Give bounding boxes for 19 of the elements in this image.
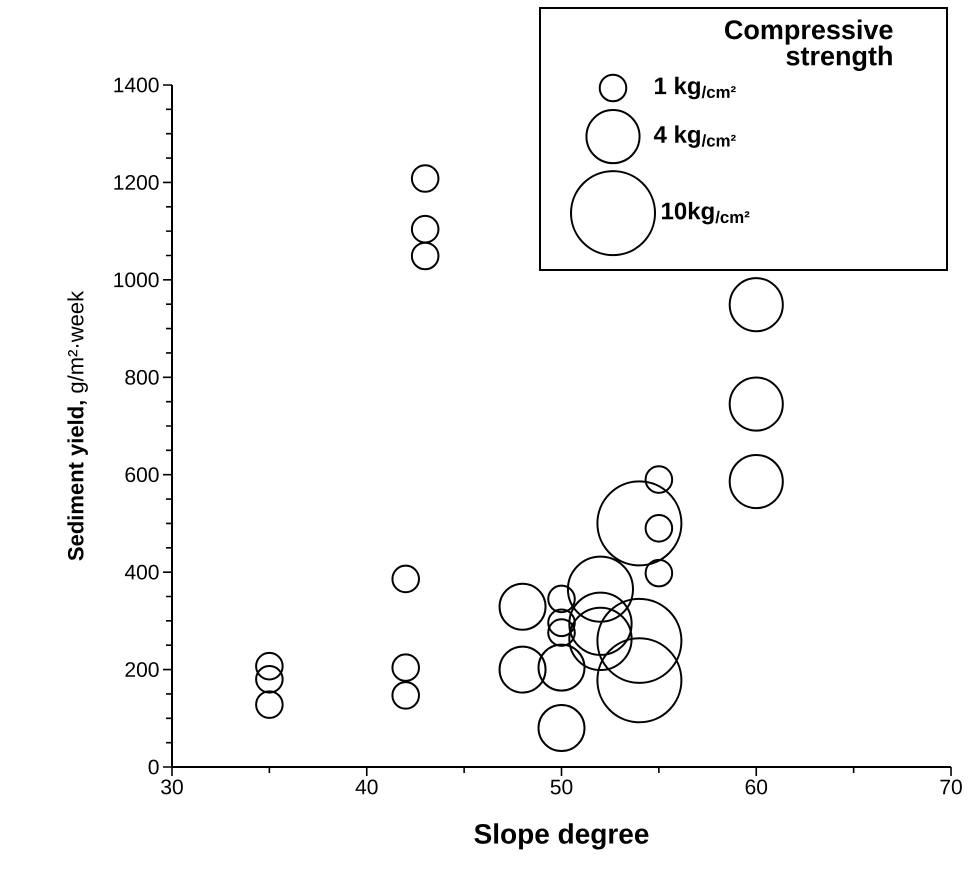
y-tick-label: 200 (125, 662, 159, 678)
x-tick-label: 70 (940, 780, 962, 794)
legend-label: 4 kg$_{/cm²}$ (654, 125, 736, 148)
y-tick-label: 1000 (114, 272, 159, 288)
y-tick-label: 1200 (114, 174, 159, 190)
x-tick-label: 60 (746, 780, 768, 794)
legend-label: 10kg$_{/cm²}$ (662, 202, 750, 224)
y-tick-label: 0 (148, 760, 159, 774)
x-tick-label: 40 (356, 780, 378, 794)
y-tick-label: 1400 (114, 78, 159, 92)
y-axis-title: Sediment yield, g/m²·week (67, 290, 88, 560)
y-tick-label: 400 (124, 564, 159, 580)
legend-title: Compressive strength (725, 20, 893, 71)
y-tick-label: 800 (125, 370, 159, 385)
y-tick-label: 600 (125, 467, 159, 482)
x-tick-label: 30 (161, 780, 183, 794)
x-axis-title: Slope degree (474, 823, 648, 850)
legend-label: 1 kg$_{/cm²}$ (655, 76, 736, 100)
x-tick-label: 50 (550, 780, 572, 794)
